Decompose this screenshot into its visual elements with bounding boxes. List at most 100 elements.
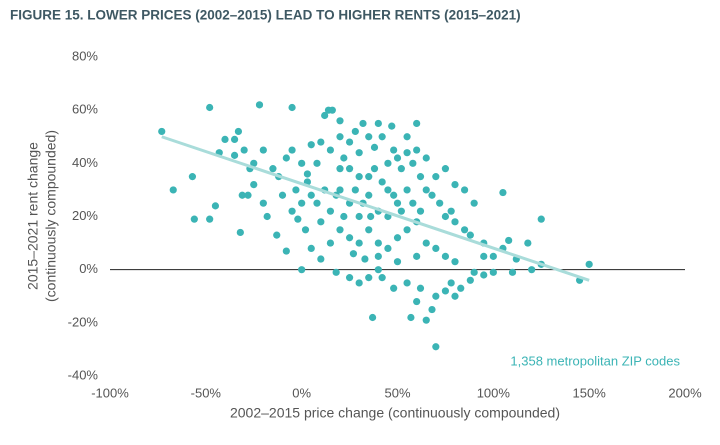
point [390,191,398,199]
point [378,274,386,282]
point [416,207,425,215]
point [326,207,335,215]
point [505,236,513,245]
point [259,146,267,154]
x-tick-label: 150% [573,385,607,400]
point [403,186,411,194]
point [336,186,344,194]
point [230,151,239,159]
point [158,127,166,136]
point [361,255,369,263]
point [303,170,312,178]
point [390,146,398,154]
point [441,287,450,295]
point [413,146,421,154]
point [451,292,459,300]
point [250,159,258,167]
point [355,212,363,221]
point [416,173,425,181]
y-axis-label: (continuously compounded) [43,130,59,302]
point [489,252,497,260]
point [359,119,367,128]
point [307,141,315,149]
point [403,149,411,157]
point [230,135,239,144]
point [403,226,411,234]
point [451,218,459,226]
point [367,212,375,221]
point [255,101,264,109]
point [336,133,344,141]
point [340,212,348,221]
point [508,268,517,276]
x-tick-label: 100% [477,385,511,400]
point [432,173,440,181]
point [326,146,335,154]
point [489,268,497,276]
point [190,215,198,223]
point [365,226,373,234]
point [397,165,405,173]
point [355,279,363,287]
point [422,316,430,324]
point [436,199,444,207]
y-tick-label: 20% [72,208,98,223]
point [413,119,421,128]
point [447,207,455,215]
point [403,133,411,141]
point [378,178,386,186]
point [259,199,267,207]
point [332,268,340,276]
point [370,143,379,151]
point [282,154,290,162]
y-tick-label: -20% [68,314,99,329]
point [328,106,336,114]
point [298,266,306,274]
point [585,260,593,268]
point [524,239,532,247]
point [403,279,411,287]
point [206,103,214,112]
point [407,313,415,322]
y-axis-label: 2015–2021 rent change [25,142,41,290]
point [374,239,382,247]
point [416,284,425,292]
point [432,343,440,351]
point [422,154,430,162]
point [336,226,344,234]
point [288,207,296,215]
point [317,255,325,263]
point [221,135,229,144]
y-tick-label: 80% [72,48,98,63]
point [409,199,417,207]
point [393,154,402,162]
point [355,173,363,181]
point [206,215,214,223]
y-tick-label: 40% [72,155,98,170]
point [336,165,344,173]
point [238,191,246,199]
point [345,165,354,173]
point [466,276,474,284]
point [460,226,469,234]
y-tick-label: -40% [68,367,99,382]
point [374,252,382,260]
point [234,127,243,136]
point [368,313,377,322]
point [365,173,373,181]
point [282,247,290,255]
point [240,146,248,154]
point [298,159,306,167]
y-tick-label: 60% [72,102,98,117]
point [301,226,310,234]
point [413,297,421,306]
x-tick-label: 0% [292,385,311,400]
point [480,271,488,279]
point [457,284,465,292]
point [273,231,281,239]
point [169,186,177,194]
point [321,111,329,120]
point [244,191,252,199]
point [365,274,373,282]
point [393,258,402,266]
